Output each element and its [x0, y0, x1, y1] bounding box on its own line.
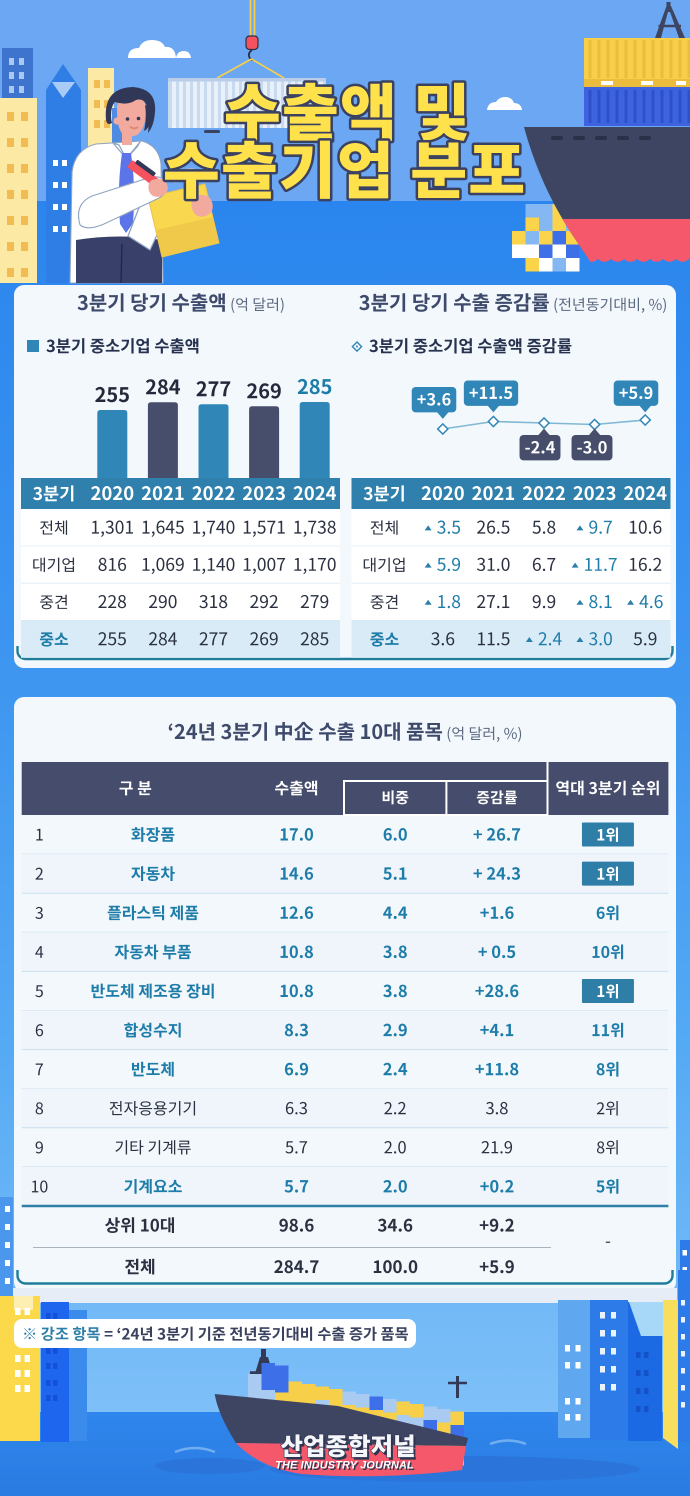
svg-text:THE INDUSTRY JOURNAL: THE INDUSTRY JOURNAL: [275, 1460, 414, 1472]
svg-text:THE INDUSTRY JOURNAL: THE INDUSTRY JOURNAL: [277, 1461, 416, 1473]
